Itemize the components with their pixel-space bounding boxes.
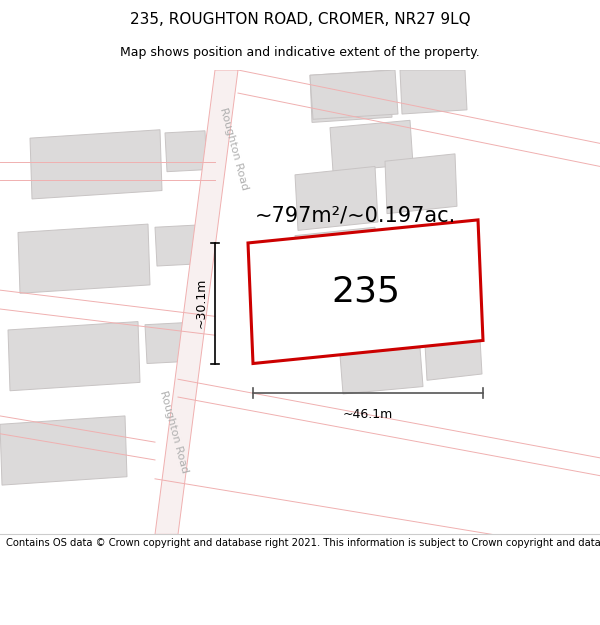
Polygon shape: [0, 416, 127, 485]
Polygon shape: [400, 70, 467, 114]
Polygon shape: [155, 70, 238, 534]
Polygon shape: [310, 70, 392, 122]
Polygon shape: [145, 322, 187, 364]
Polygon shape: [295, 166, 378, 231]
Text: Roughton Road: Roughton Road: [218, 106, 250, 191]
Polygon shape: [310, 70, 398, 119]
Polygon shape: [330, 121, 413, 172]
Polygon shape: [425, 338, 482, 380]
Polygon shape: [295, 228, 378, 282]
Polygon shape: [415, 292, 477, 336]
Polygon shape: [330, 299, 408, 348]
Polygon shape: [340, 348, 423, 394]
Polygon shape: [155, 225, 197, 266]
Text: Map shows position and indicative extent of the property.: Map shows position and indicative extent…: [120, 46, 480, 59]
Text: 235: 235: [331, 275, 400, 309]
Text: Contains OS data © Crown copyright and database right 2021. This information is : Contains OS data © Crown copyright and d…: [6, 538, 600, 548]
Text: 235, ROUGHTON ROAD, CROMER, NR27 9LQ: 235, ROUGHTON ROAD, CROMER, NR27 9LQ: [130, 12, 470, 27]
Text: ~797m²/~0.197ac.: ~797m²/~0.197ac.: [255, 205, 456, 225]
Polygon shape: [165, 131, 207, 172]
Polygon shape: [18, 224, 150, 293]
Polygon shape: [8, 322, 140, 391]
Polygon shape: [248, 220, 483, 364]
Polygon shape: [385, 154, 457, 214]
Text: Roughton Road: Roughton Road: [158, 389, 190, 474]
Polygon shape: [30, 130, 162, 199]
Text: ~46.1m: ~46.1m: [343, 408, 393, 421]
Text: ~30.1m: ~30.1m: [194, 278, 208, 328]
